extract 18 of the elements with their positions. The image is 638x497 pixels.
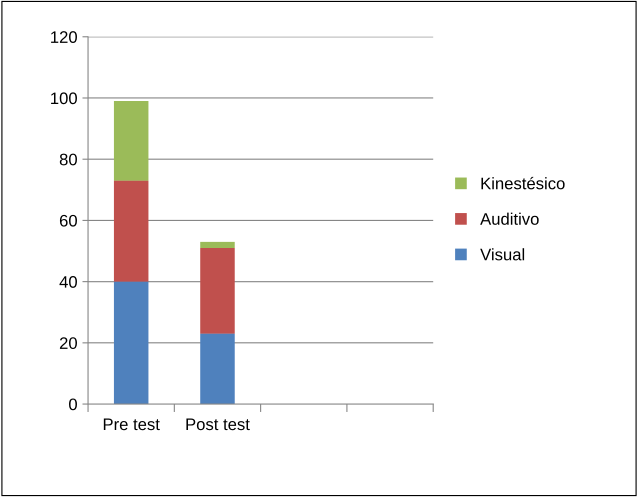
- bar: [114, 282, 148, 404]
- bar: [114, 180, 148, 282]
- y-tick-label: 40: [59, 276, 77, 288]
- legend-label: Visual: [480, 248, 524, 260]
- y-tick-label: 0: [69, 398, 77, 410]
- y-tick-label: 120: [51, 31, 77, 43]
- bar: [200, 242, 235, 248]
- x-tick-label: Post test: [186, 418, 250, 430]
- y-tick-label: 60: [60, 214, 77, 227]
- legend-label: Kinestésico: [481, 176, 565, 190]
- legend-label: Auditivo: [480, 212, 539, 225]
- bar: [114, 101, 148, 181]
- y-tick-label: 80: [60, 154, 77, 166]
- bar: [200, 248, 235, 334]
- y-tick-label: 20: [60, 337, 77, 350]
- bar: [200, 334, 235, 404]
- y-tick-label: 100: [51, 92, 77, 104]
- x-tick-label: Pre test: [104, 418, 160, 430]
